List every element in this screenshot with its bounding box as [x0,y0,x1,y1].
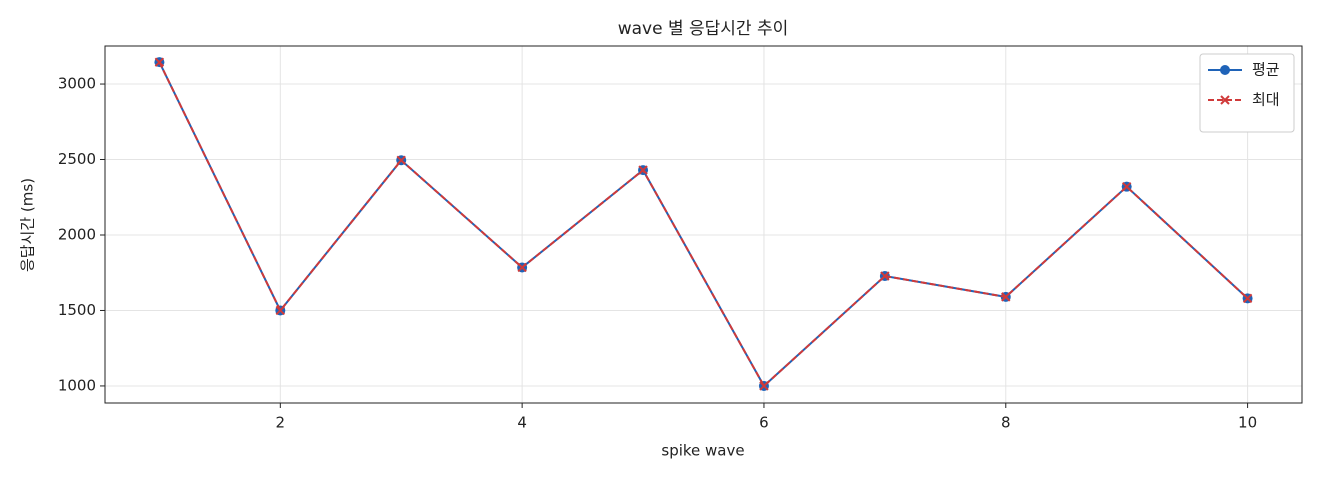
legend-label: 평균 [1252,61,1280,79]
x-axis-label: spike wave [661,442,744,460]
marker [154,57,165,67]
legend-label: 최대 [1252,91,1280,109]
legend-box [1199,53,1295,133]
marker [396,155,406,165]
marker [759,381,769,391]
x-tick-label: 4 [517,414,527,432]
marker [275,305,286,316]
y-tick-label: 1500 [58,301,96,319]
x-tick-label: 6 [759,414,769,432]
marker [1121,181,1132,192]
x-tick-label: 2 [276,414,286,432]
marker [1242,293,1253,304]
x-tick-label: 10 [1238,414,1257,432]
plot-frame [104,45,1303,404]
marker [638,165,648,175]
marker [517,262,527,273]
legend-marker [1220,65,1230,75]
y-axis-label: 응답시간 (ms) [19,178,37,272]
y-tick-label: 2500 [58,150,96,168]
series-line [158,61,1249,388]
chart-title: wave 별 응답시간 추이 [618,19,789,39]
y-tick-label: 2000 [58,225,96,243]
y-tick-label: 1000 [58,376,96,394]
marker [880,271,890,281]
y-tick-label: 3000 [58,75,96,93]
x-tick-label: 8 [1001,414,1011,432]
legend-marker [1220,95,1230,105]
marker [1001,292,1011,302]
